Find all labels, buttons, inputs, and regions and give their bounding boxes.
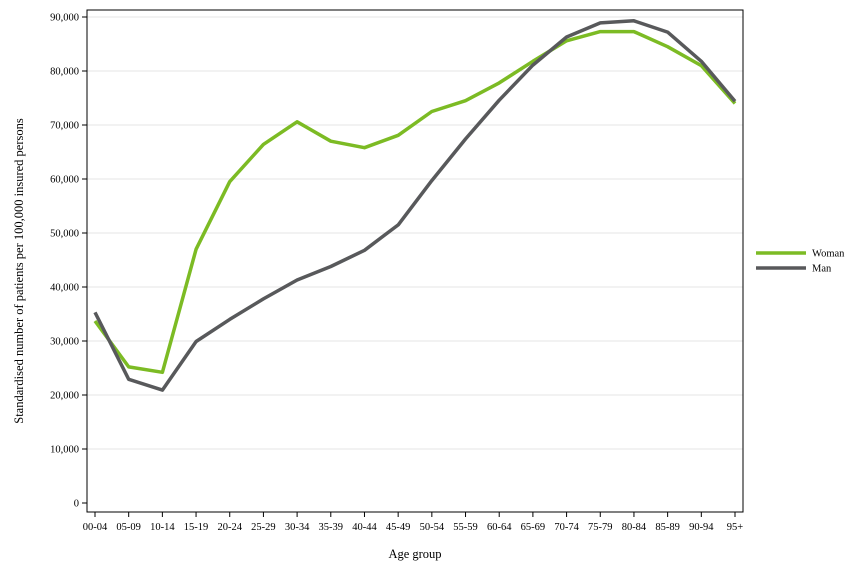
x-tick-label: 10-14 bbox=[150, 522, 175, 533]
y-tick-label: 0 bbox=[74, 499, 79, 510]
x-tick-label: 55-59 bbox=[453, 522, 478, 533]
x-axis-title: Age group bbox=[388, 547, 441, 561]
x-tick-label: 95+ bbox=[727, 522, 744, 533]
x-tick-label: 50-54 bbox=[420, 522, 445, 533]
x-tick-label: 30-34 bbox=[285, 522, 310, 533]
y-tick-label: 80,000 bbox=[50, 67, 79, 78]
x-tick-label: 35-39 bbox=[319, 522, 344, 533]
y-tick-label: 10,000 bbox=[50, 445, 79, 456]
y-tick-label: 30,000 bbox=[50, 337, 79, 348]
x-tick-label: 75-79 bbox=[588, 522, 613, 533]
x-tick-label: 65-69 bbox=[521, 522, 546, 533]
x-tick-label: 60-64 bbox=[487, 522, 512, 533]
plot-area-frame bbox=[86, 9, 744, 513]
x-tick-label: 80-84 bbox=[622, 522, 647, 533]
x-tick-label: 70-74 bbox=[554, 522, 579, 533]
x-tick-label: 05-09 bbox=[116, 522, 141, 533]
series-line-man bbox=[93, 19, 737, 392]
x-tick-label: 90-94 bbox=[689, 522, 714, 533]
legend-label-man: Man bbox=[812, 264, 832, 275]
y-tick-label: 40,000 bbox=[50, 283, 79, 294]
x-tick-label: 20-24 bbox=[217, 522, 242, 533]
y-tick-label: 20,000 bbox=[50, 391, 79, 402]
legend: Woman Man bbox=[756, 249, 845, 275]
y-tick-label: 90,000 bbox=[50, 13, 79, 24]
x-tick-label: 25-29 bbox=[251, 522, 276, 533]
y-tick-label: 50,000 bbox=[50, 229, 79, 240]
x-axis-ticks: 00-04 05-09 10-14 15-19 20-24 25-29 30-34 35-39… bbox=[83, 512, 744, 533]
series-line-woman bbox=[93, 29, 737, 375]
series-lines bbox=[93, 19, 737, 392]
x-tick-label: 15-19 bbox=[184, 522, 209, 533]
legend-label-woman: Woman bbox=[812, 249, 845, 260]
y-tick-label: 60,000 bbox=[50, 175, 79, 186]
y-axis-title: Standardised number of patients per 100,… bbox=[12, 118, 26, 424]
x-tick-label: 45-49 bbox=[386, 522, 411, 533]
y-tick-label: 70,000 bbox=[50, 121, 79, 132]
x-tick-label: 85-89 bbox=[655, 522, 680, 533]
x-tick-label: 00-04 bbox=[83, 522, 108, 533]
x-tick-label: 40-44 bbox=[352, 522, 377, 533]
y-axis-ticks: 0 10,000 20,000 30,000 40,000 50,000 60,000 70,… bbox=[50, 13, 87, 510]
